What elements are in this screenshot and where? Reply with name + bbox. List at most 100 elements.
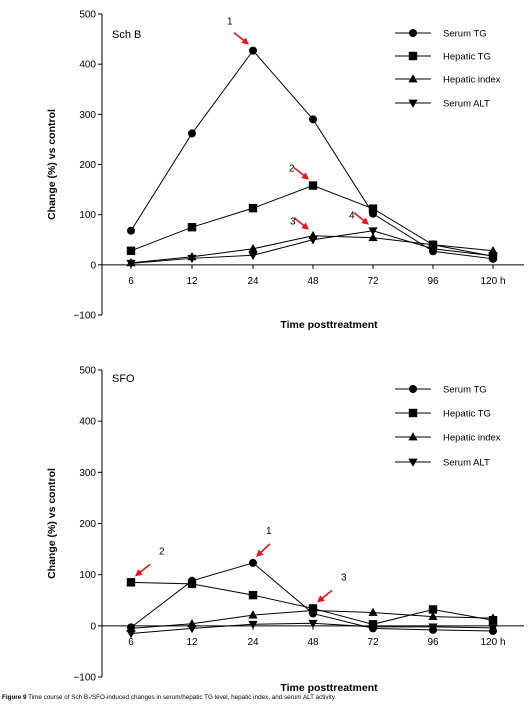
panel1-legend-marker xyxy=(408,408,418,418)
panel1-x-tick-label: 96 xyxy=(427,637,439,648)
panel1-legend-label: Hepatic TG xyxy=(443,409,491,420)
panel1-data-point xyxy=(308,619,318,629)
panel1-legend-label: Serum TG xyxy=(443,385,487,396)
figure-caption: Figure 9 Time course of Sch B-/SFO-induc… xyxy=(2,694,529,701)
panel0-annotation-arrow-shaft xyxy=(233,31,246,43)
panel1-legend-label: Serum ALT xyxy=(443,458,490,469)
panel0-y-tick-label: 300 xyxy=(79,110,96,121)
panel0-data-point xyxy=(308,236,318,245)
panel0-annotation-arrow-head xyxy=(301,172,309,180)
panel1-data-point xyxy=(488,613,498,622)
panel1-title: SFO xyxy=(112,373,135,385)
panel1-annotation-label: 2 xyxy=(159,546,165,557)
panel0-data-point xyxy=(248,203,258,213)
panel1-annotation-arrow-head xyxy=(317,595,325,603)
panel1-data-point xyxy=(126,578,136,587)
panel0-data-point xyxy=(488,252,498,261)
panel0-y-label: Change (%) vs control xyxy=(46,109,58,220)
panel1-data-point xyxy=(428,605,438,614)
panel0-data-point xyxy=(368,227,378,236)
panel1-y-tick-label: 400 xyxy=(79,417,96,428)
panel1-annotation-label: 1 xyxy=(266,526,272,537)
panel0-x-label: Time posttreatment xyxy=(280,319,378,331)
panel0-annotation-arrow-shaft xyxy=(353,212,366,223)
panel0-data-point xyxy=(188,129,196,138)
panel1-data-point xyxy=(126,630,136,639)
panel1-data-point xyxy=(308,605,318,614)
panel1-y-tick-label: 200 xyxy=(79,519,96,530)
panel1-series-line xyxy=(130,581,494,625)
panel1-x-label: Time posttreatment xyxy=(280,682,378,694)
panel1-y-tick-label: 300 xyxy=(79,468,96,479)
panel1-data-point xyxy=(428,623,438,632)
panel0-data-point xyxy=(126,259,136,269)
panel1-data-point xyxy=(187,624,197,634)
panel0-annotation-label: 3 xyxy=(290,217,296,228)
panel0-data-point xyxy=(187,223,197,232)
panel0-data-point xyxy=(127,226,135,235)
panel0-data-point xyxy=(126,246,136,255)
panel0-x-tick-label: 72 xyxy=(367,276,379,287)
panel0-x-tick-label: 6 xyxy=(128,276,134,287)
panel0-legend-marker xyxy=(408,74,418,83)
panel0-y-tick-label: 500 xyxy=(79,10,96,21)
panel0-data-point xyxy=(249,46,257,55)
panel1-x-tick-label: 6 xyxy=(128,637,134,648)
caption-text: Time course of Sch B-/SFO-induced change… xyxy=(28,694,337,701)
panel1-x-tick-label: 12 xyxy=(186,637,198,648)
panel0-x-tick-label: 120 h xyxy=(480,276,505,287)
panel0-y-tick-label: 100 xyxy=(79,210,96,221)
panel0-data-point xyxy=(368,204,378,213)
panel1-annotation-arrow-shaft xyxy=(138,563,151,574)
panel0-data-point xyxy=(308,181,318,190)
panel0-legend-label: Hepatic index xyxy=(443,75,501,86)
panel0-annotation-label: 2 xyxy=(289,164,295,175)
panel0-data-point xyxy=(428,245,438,254)
panel1-y-label: Change (%) vs control xyxy=(46,468,58,579)
panel0-legend-label: Serum ALT xyxy=(443,99,490,110)
panel0-data-point xyxy=(248,251,258,261)
panel1-annotation-label: 3 xyxy=(341,572,347,583)
panel0-x-tick-label: 96 xyxy=(427,276,439,287)
panel1-data-point xyxy=(248,610,258,619)
panel1-y-tick-label: −100 xyxy=(73,673,96,684)
panel1-legend-marker xyxy=(408,432,418,441)
panel1-x-tick-label: 24 xyxy=(247,637,259,648)
panel1-y-tick-label: 500 xyxy=(79,366,96,377)
panel0-x-tick-label: 48 xyxy=(307,276,319,287)
panel0-data-point xyxy=(248,243,258,253)
panel0-annotation-arrow-shaft xyxy=(293,166,306,177)
panel0-annotation-arrow-head xyxy=(301,222,309,230)
panel1-y-tick-label: 100 xyxy=(79,570,96,581)
panel1-x-tick-label: 48 xyxy=(307,637,319,648)
panel1-legend-label: Hepatic index xyxy=(443,433,501,444)
panel0-y-tick-label: 200 xyxy=(79,160,96,171)
panel1-data-point xyxy=(368,623,378,632)
panel1-legend-marker xyxy=(408,458,418,467)
panel0-x-tick-label: 12 xyxy=(186,276,198,287)
panel0-y-tick-label: 400 xyxy=(79,60,96,71)
panel0-legend-label: Hepatic TG xyxy=(443,52,491,63)
panel0-series-line xyxy=(130,49,494,260)
panel0-legend-marker xyxy=(409,29,417,37)
panel1-data-point xyxy=(249,558,257,567)
panel0-y-tick-label: 0 xyxy=(90,260,96,271)
panel0-x-tick-label: 24 xyxy=(247,276,259,287)
panel0-annotation-label: 1 xyxy=(227,17,233,28)
panel1-data-point xyxy=(248,590,258,600)
panel1-annotation-arrow-head xyxy=(135,569,143,577)
panel0-data-point xyxy=(368,232,378,242)
panel0-annotation-arrow-shaft xyxy=(293,217,306,228)
panel1-y-tick-label: 0 xyxy=(90,621,96,632)
panel1-data-point xyxy=(187,579,197,589)
panel0-y-tick-label: −100 xyxy=(73,311,96,322)
panel0-annotation-label: 4 xyxy=(349,211,355,222)
caption-label: Figure 9 xyxy=(2,694,27,701)
panel1-data-point xyxy=(126,623,136,632)
panel0-legend-label: Serum TG xyxy=(443,29,487,40)
panel1-legend-marker xyxy=(409,385,417,393)
panel0-legend-marker xyxy=(408,51,418,61)
panel0-data-point xyxy=(309,115,317,124)
panel1-x-tick-label: 120 h xyxy=(480,637,505,648)
panel1-annotation-arrow-head xyxy=(256,549,264,557)
